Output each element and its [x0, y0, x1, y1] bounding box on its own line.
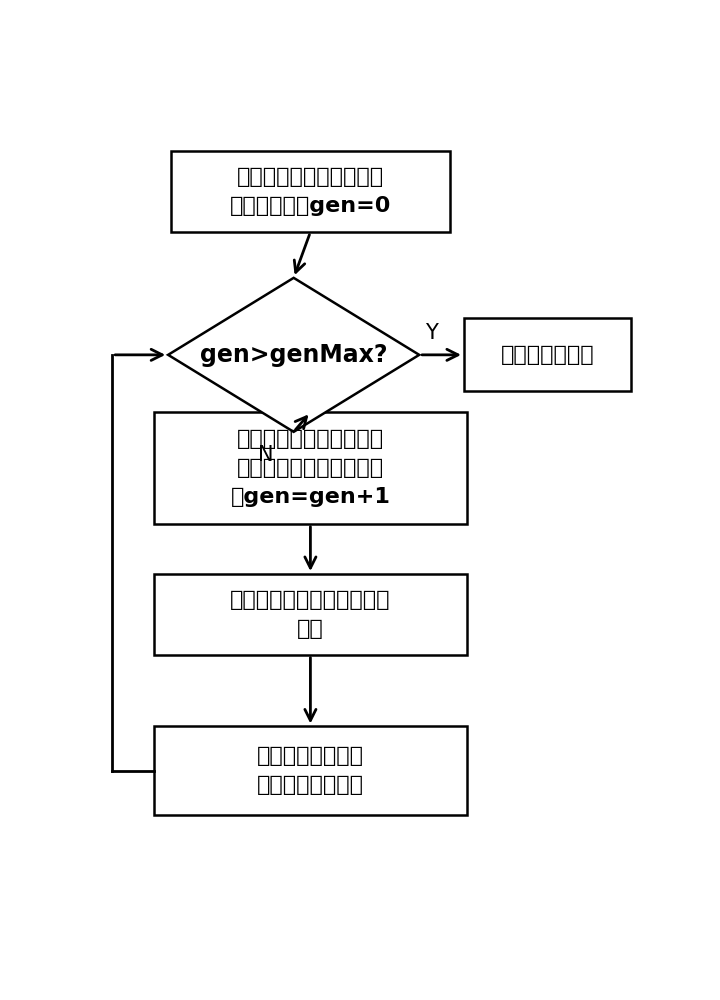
- FancyBboxPatch shape: [154, 574, 467, 655]
- Text: 集，并更新贝叶斯概率矩: 集，并更新贝叶斯概率矩: [237, 458, 384, 478]
- FancyBboxPatch shape: [154, 412, 467, 524]
- Text: gen>genMax?: gen>genMax?: [200, 343, 387, 367]
- Text: 随机产生新种群，概率矩: 随机产生新种群，概率矩: [237, 167, 384, 187]
- Text: 个体进行局部搜索: 个体进行局部搜索: [257, 775, 364, 795]
- Text: 阵初始化，令gen=0: 阵初始化，令gen=0: [230, 196, 391, 216]
- Text: 根据贝叶斯概率矩阵生成新: 根据贝叶斯概率矩阵生成新: [230, 590, 391, 610]
- Text: 种群: 种群: [297, 619, 324, 639]
- FancyBboxPatch shape: [154, 726, 467, 815]
- Text: 根据种群，生成非支配解: 根据种群，生成非支配解: [237, 429, 384, 449]
- Text: 输出非支配解集: 输出非支配解集: [500, 345, 595, 365]
- Text: 对种群中的每一个: 对种群中的每一个: [257, 746, 364, 766]
- FancyBboxPatch shape: [171, 151, 450, 232]
- Text: Y: Y: [425, 323, 438, 343]
- Text: N: N: [258, 445, 274, 465]
- Text: 阵gen=gen+1: 阵gen=gen+1: [230, 487, 390, 507]
- FancyBboxPatch shape: [464, 318, 631, 391]
- Polygon shape: [168, 278, 419, 432]
